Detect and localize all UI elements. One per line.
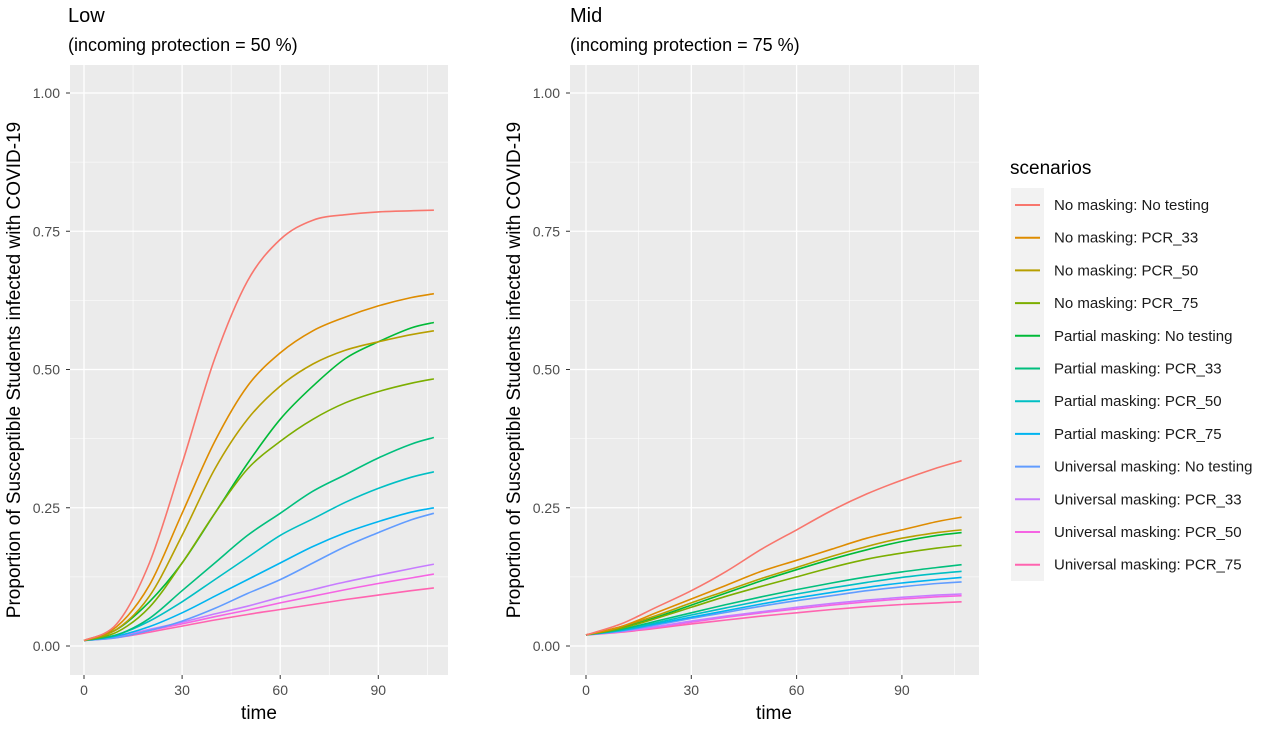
panel-mid: Mid (incoming protection = 75 %) 0.00 0.2… (504, 5, 979, 724)
series-line-partial-masking-pcr-50 (585, 570, 962, 636)
series-line-no-masking-pcr-33 (83, 292, 435, 642)
legend-label: Partial masking: PCR_75 (1054, 426, 1222, 443)
legend-label: Universal masking: PCR_75 (1054, 557, 1242, 574)
legend-label: Universal masking: PCR_33 (1054, 491, 1242, 508)
y-tick-label: 1.00 (33, 85, 60, 101)
series-line-universal-masking-pcr-75 (83, 587, 435, 642)
legend-label: No masking: No testing (1054, 197, 1209, 214)
y-tick-label: 0.00 (33, 638, 60, 654)
panel-mid-title: Mid (570, 5, 602, 27)
legend-label: Universal masking: No testing (1054, 459, 1252, 476)
x-tick-label: 0 (80, 682, 88, 698)
legend-title: scenarios (1010, 158, 1091, 179)
panel-low-y-axis-label: Proportion of Susceptible Students infec… (4, 122, 25, 618)
panel-mid-x-axis-label: time (756, 703, 792, 724)
panel-mid-y-axis: 0.00 0.25 0.50 0.75 1.00 (533, 85, 570, 654)
y-tick-label: 1.00 (533, 85, 560, 101)
series-line-no-masking-pcr-75 (585, 544, 962, 636)
x-tick-label: 90 (371, 682, 387, 698)
panel-low-series (83, 209, 435, 642)
y-tick-label: 0.50 (33, 362, 60, 378)
panel-mid-series (585, 459, 962, 636)
series-line-partial-masking-pcr-50 (83, 471, 435, 642)
panel-mid-subtitle: (incoming protection = 75 %) (570, 35, 800, 55)
y-tick-label: 0.25 (33, 500, 60, 516)
series-line-partial-masking-pcr-75 (585, 576, 962, 636)
y-tick-label: 0.75 (533, 223, 560, 239)
y-tick-label: 0.75 (33, 223, 60, 239)
legend-label: Universal masking: PCR_50 (1054, 524, 1242, 541)
series-line-no-masking-pcr-75 (83, 378, 435, 642)
series-line-universal-masking-pcr-33 (585, 593, 962, 636)
panel-low: Low (incoming protection = 50 %) 0.00 0.2… (4, 5, 448, 724)
y-tick-label: 0.50 (533, 362, 560, 378)
y-tick-label: 0.25 (533, 500, 560, 516)
x-tick-label: 90 (894, 682, 910, 698)
series-line-no-masking-no-testing (83, 209, 434, 642)
legend-label: No masking: PCR_33 (1054, 230, 1198, 247)
legend-label: No masking: PCR_75 (1054, 295, 1198, 312)
x-tick-label: 60 (272, 682, 288, 698)
panel-low-x-axis: 0 30 60 90 (80, 675, 386, 698)
series-line-partial-masking-pcr-33 (83, 436, 435, 642)
series-line-no-masking-pcr-50 (585, 529, 962, 636)
x-tick-label: 0 (582, 682, 590, 698)
series-line-partial-masking-pcr-75 (83, 507, 435, 642)
panel-low-subtitle: (incoming protection = 50 %) (68, 35, 298, 55)
panel-low-y-axis: 0.00 0.25 0.50 0.75 1.00 (33, 85, 70, 654)
panel-mid-x-axis: 0 30 60 90 (582, 675, 910, 698)
panel-low-x-axis-label: time (241, 703, 277, 724)
series-line-no-masking-no-testing (585, 459, 962, 636)
x-tick-label: 60 (789, 682, 805, 698)
series-line-partial-masking-no-testing (585, 531, 962, 636)
legend-label: Partial masking: No testing (1054, 328, 1232, 345)
legend-label: Partial masking: PCR_33 (1054, 361, 1222, 378)
legend-label: No masking: PCR_50 (1054, 262, 1198, 279)
x-tick-label: 30 (174, 682, 190, 698)
legend-label: Partial masking: PCR_50 (1054, 393, 1222, 410)
series-line-no-masking-pcr-50 (83, 330, 435, 642)
series-line-universal-masking-pcr-75 (585, 601, 962, 636)
y-tick-label: 0.00 (533, 638, 560, 654)
series-line-universal-masking-pcr-33 (83, 563, 435, 642)
panel-low-gridlines (70, 65, 448, 675)
x-tick-label: 30 (684, 682, 700, 698)
series-line-universal-masking-no-testing (83, 512, 435, 642)
panel-mid-y-axis-label: Proportion of Susceptible Students infec… (504, 122, 525, 618)
legend-items: No masking: No testing No masking: PCR_33… (1015, 197, 1252, 574)
series-line-partial-masking-pcr-33 (585, 563, 962, 636)
series-line-no-masking-pcr-33 (585, 516, 962, 636)
series-line-universal-masking-no-testing (585, 581, 962, 636)
panel-low-title: Low (68, 5, 105, 27)
legend-key-background (1011, 188, 1044, 581)
